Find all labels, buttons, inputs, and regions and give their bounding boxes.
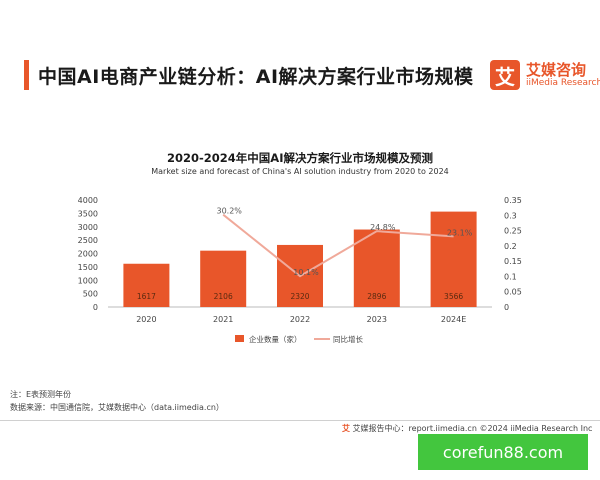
bar-value-label: 3566 — [444, 292, 463, 301]
logo-mark-icon: 艾 — [490, 60, 520, 90]
chart-title: 2020-2024年中国AI解决方案行业市场规模及预测 — [167, 151, 433, 165]
y-right-tick-label: 0.25 — [504, 227, 522, 236]
logo-name-cn: 艾媒咨询 — [526, 61, 587, 79]
bar-value-label: 2896 — [367, 292, 386, 301]
y-left-tick-label: 500 — [83, 290, 98, 299]
chart-canvas: 0 500 1000 1500 2000 2500 3000 3500 4000 0 0.05 0.1… — [78, 196, 522, 344]
y-right-tick-label: 0.1 — [504, 272, 517, 281]
growth-value-label: 23.1% — [447, 228, 473, 237]
footer: 艾 艾媒报告中心：report.iimedia.cn ©2024 iiMedia… — [342, 423, 592, 434]
y-left-tick-label: 1500 — [78, 263, 98, 272]
x-tick-label: 2020 — [136, 315, 156, 324]
y-right-tick-label: 0 — [504, 303, 509, 312]
x-tick-label: 2023 — [367, 315, 387, 324]
y-right-tick-label: 0.2 — [504, 242, 517, 251]
header: 中国AI电商产业链分析：AI解决方案行业市场规模 艾 艾媒咨询 iiMedia … — [0, 58, 600, 94]
bar-value-label: 1617 — [137, 292, 156, 301]
logo-name-en: iiMedia Research — [526, 78, 600, 88]
y-right-tick-label: 0.05 — [504, 288, 522, 297]
legend-bar-label: 企业数量（家） — [249, 334, 302, 344]
footer-divider — [0, 420, 600, 421]
page-title: 中国AI电商产业链分析：AI解决方案行业市场规模 — [38, 66, 474, 88]
y-right-tick-label: 0.3 — [504, 211, 517, 220]
y-left-tick-label: 2000 — [78, 250, 98, 259]
x-tick-label: 2024E — [441, 315, 466, 324]
growth-line — [222, 213, 454, 278]
chart-subtitle: Market size and forecast of China's AI s… — [151, 167, 449, 176]
legend-line-label: 同比增长 — [333, 334, 363, 344]
y-left-tick-label: 2500 — [78, 236, 98, 245]
bar-value-label: 2106 — [214, 292, 233, 301]
y-right-tick-label: 0.35 — [504, 196, 522, 205]
note-source: 数据来源：中国通信院，艾媒数据中心（data.iimedia.cn） — [10, 403, 224, 412]
bar — [353, 229, 400, 307]
x-tick-label: 2021 — [213, 315, 233, 324]
y-left-tick-label: 0 — [93, 303, 98, 312]
title-accent-bar — [24, 60, 29, 90]
growth-value-label: 30.2% — [216, 207, 242, 216]
y-left-tick-label: 3500 — [78, 209, 98, 218]
iimedia-logo: 艾 艾媒咨询 iiMedia Research — [490, 58, 600, 94]
bar-value-label: 2320 — [290, 292, 309, 301]
footer-text: 艾媒报告中心：report.iimedia.cn ©2024 iiMedia R… — [352, 424, 593, 433]
y-left-tick-label: 4000 — [78, 196, 98, 205]
y-right-tick-label: 0.15 — [504, 257, 522, 266]
bar — [123, 263, 170, 307]
bar — [430, 211, 477, 307]
site-watermark: corefun88.com — [418, 434, 588, 470]
y-left-tick-label: 3000 — [78, 223, 98, 232]
footer-logo-icon: 艾 — [342, 424, 350, 433]
note-forecast: 注：E表预测年份 — [10, 390, 72, 399]
x-tick-label: 2022 — [290, 315, 310, 324]
bar — [200, 250, 247, 307]
growth-value-label: 24.8% — [370, 223, 396, 232]
legend-bar-swatch — [235, 335, 244, 342]
y-left-tick-label: 1000 — [78, 276, 98, 285]
growth-value-label: 10.1% — [293, 268, 319, 277]
